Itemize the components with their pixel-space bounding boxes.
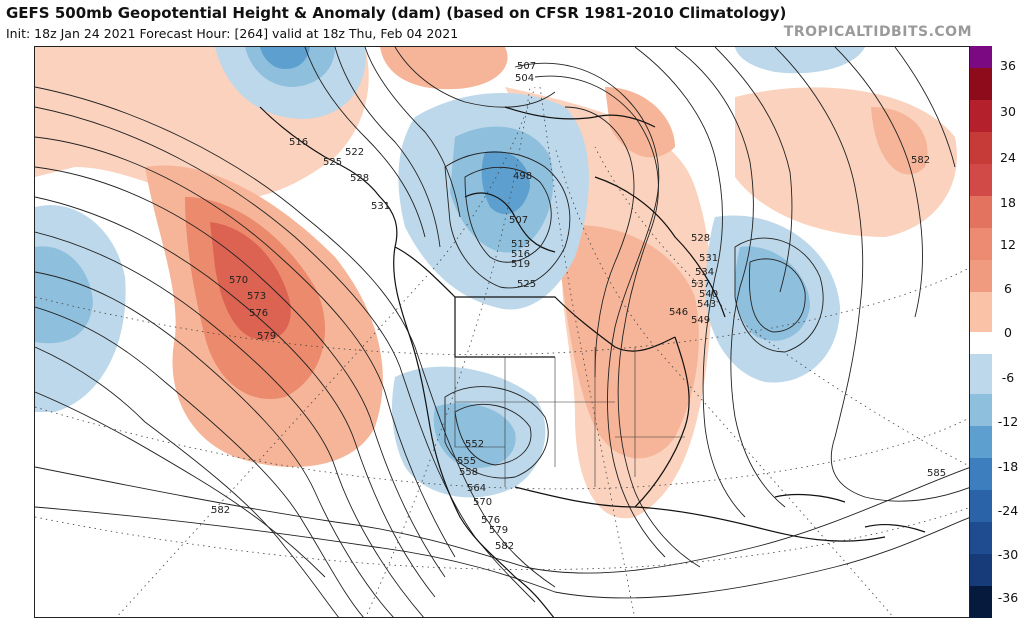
brand-watermark: TROPICALTIDBITS.COM [783, 24, 972, 40]
contour-label: 582 [495, 541, 514, 552]
colorbar-segment [970, 196, 992, 228]
contour-label: 573 [247, 291, 266, 302]
contour-label: 537 [691, 279, 710, 290]
contour-label: 549 [691, 315, 710, 326]
colorbar-tick: -24 [997, 503, 1019, 518]
graticule [35, 86, 969, 617]
map-svg: 507 504 516 522 525 528 531 498 507 513 … [35, 47, 969, 617]
chart-title: GEFS 500mb Geopotential Height & Anomaly… [6, 4, 787, 22]
header: GEFS 500mb Geopotential Height & Anomaly… [0, 0, 1024, 46]
contour-label: 582 [211, 505, 230, 516]
contour-label: 579 [489, 525, 508, 536]
contour-label: 579 [257, 331, 276, 342]
colorbar-segment [970, 586, 992, 618]
contour-label: 555 [457, 456, 476, 467]
contour-label: 528 [691, 233, 710, 244]
colorbar-tick: 6 [1004, 281, 1012, 296]
colorbar-segment [970, 132, 992, 164]
colorbar-tick: -6 [1001, 370, 1015, 385]
colorbar-segment [970, 522, 992, 554]
positive-anomaly-shading [35, 47, 957, 519]
contour-label: 570 [473, 497, 492, 508]
colorbar-segment [970, 228, 992, 260]
colorbar-segment [970, 490, 992, 522]
colorbar-segment [970, 46, 992, 68]
contour-label: 540 [699, 289, 718, 300]
coastlines [259, 106, 926, 617]
contour-label: 525 [517, 279, 536, 290]
contour-label: 498 [513, 171, 532, 182]
colorbar-segment [970, 292, 992, 332]
negative-anomaly-shading [35, 47, 865, 498]
contour-label: 531 [699, 253, 718, 264]
contour-label: 516 [511, 249, 530, 260]
contour-label: 543 [697, 299, 716, 310]
contour-label: 531 [371, 201, 390, 212]
contour-label: 507 [517, 61, 536, 72]
colorbar-segment [970, 164, 992, 196]
state-borders [454, 347, 685, 487]
contour-label: 519 [511, 259, 530, 270]
colorbar-segment [970, 394, 992, 426]
colorbar-segment [970, 426, 992, 458]
contour-label: 534 [695, 267, 714, 278]
contour-labels: 507 504 516 522 525 528 531 498 507 513 … [211, 61, 946, 552]
contour-label: 552 [465, 439, 484, 450]
contour-label: 528 [350, 173, 369, 184]
colorbar-segment [970, 554, 992, 586]
colorbar-tick: 30 [1000, 104, 1016, 119]
contour-label: 570 [229, 275, 248, 286]
height-contours [35, 47, 969, 617]
chart-subtitle: Init: 18z Jan 24 2021 Forecast Hour: [26… [6, 26, 459, 41]
colorbar-segment [970, 458, 992, 490]
colorbar-tick: 24 [1000, 150, 1016, 165]
colorbar [970, 46, 992, 618]
contour-label: 564 [467, 483, 486, 494]
contour-label: 525 [323, 157, 342, 168]
contour-label: 582 [911, 155, 930, 166]
colorbar-tick: -36 [997, 590, 1019, 605]
colorbar-tick: 18 [1000, 195, 1016, 210]
colorbar-tick: -30 [997, 547, 1019, 562]
contour-label: 513 [511, 239, 530, 250]
colorbar-tick: 12 [1000, 237, 1016, 252]
colorbar-segment [970, 68, 992, 100]
map-panel: 507 504 516 522 525 528 531 498 507 513 … [34, 46, 970, 618]
colorbar-tick: 0 [1004, 325, 1012, 340]
contour-label: 516 [289, 137, 308, 148]
colorbar-segment [970, 260, 992, 292]
contour-label: 576 [249, 308, 268, 319]
colorbar-tick: 36 [1000, 58, 1016, 73]
colorbar-tick: -12 [997, 414, 1019, 429]
colorbar-segment [970, 332, 992, 354]
contour-label: 507 [509, 215, 528, 226]
contour-label: 546 [669, 307, 688, 318]
contour-label: 576 [481, 515, 500, 526]
colorbar-tick: -18 [997, 459, 1019, 474]
contour-label: 522 [345, 147, 364, 158]
colorbar-segment [970, 354, 992, 394]
contour-label: 504 [515, 73, 534, 84]
contour-label: 585 [927, 468, 946, 479]
colorbar-segment [970, 100, 992, 132]
contour-label: 558 [459, 467, 478, 478]
